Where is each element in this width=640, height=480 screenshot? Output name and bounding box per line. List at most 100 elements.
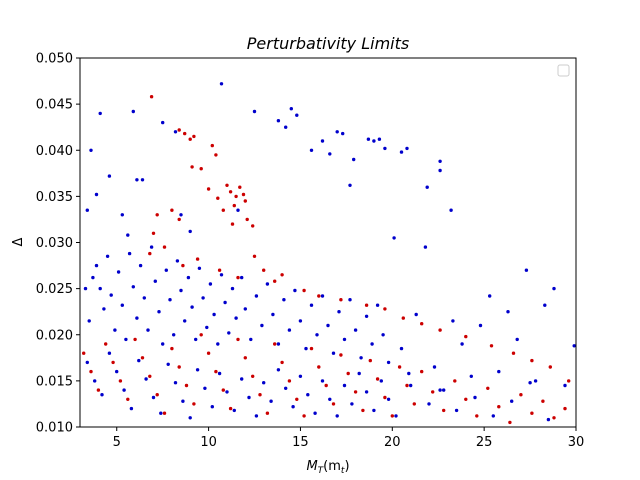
scatter-point <box>383 395 387 400</box>
scatter-point <box>341 131 345 136</box>
scatter-point <box>89 148 93 152</box>
scatter-point <box>82 351 86 355</box>
scatter-point <box>161 120 165 125</box>
scatter-point <box>353 390 358 394</box>
scatter-point <box>405 146 409 151</box>
scatter-point <box>515 337 519 342</box>
legend-box <box>557 64 570 77</box>
scatter-point <box>331 351 336 355</box>
x-axis-ticks: 5 10 15 20 25 30 <box>113 427 584 450</box>
scatter-point <box>401 316 405 320</box>
scatter-point <box>221 388 225 392</box>
scatter-point <box>151 231 156 235</box>
scatter-point <box>348 183 352 187</box>
scatter-point <box>335 130 339 134</box>
scatter-point <box>258 393 262 397</box>
scatter-point <box>225 183 229 187</box>
scatter-point <box>381 333 385 337</box>
scatter-point <box>140 356 145 360</box>
scatter-point <box>364 303 369 307</box>
scatter-point <box>546 417 551 422</box>
scatter-point <box>166 362 170 366</box>
scatter-point <box>254 414 259 418</box>
scatter-point <box>280 360 284 365</box>
scatter-point <box>85 360 90 365</box>
scatter-point <box>543 303 547 307</box>
x-tick-label: 5 <box>113 435 121 450</box>
scatter-point <box>414 312 418 317</box>
scatter-point <box>206 187 211 191</box>
scatter-point <box>530 411 534 415</box>
scatter-point <box>397 365 402 369</box>
scatter-point <box>105 254 110 258</box>
scatter-point <box>214 153 218 157</box>
scatter-point <box>491 414 495 418</box>
scatter-point <box>188 416 192 420</box>
scatter-point <box>87 319 91 323</box>
scatter-point <box>100 393 104 397</box>
scatter-point <box>375 377 380 381</box>
chart-title: Perturbativity Limits <box>247 34 409 53</box>
scatter-point <box>295 113 299 117</box>
scatter-point <box>251 374 255 378</box>
scatter-point <box>228 190 233 194</box>
scatter-point <box>552 416 556 420</box>
x-tick-label: 15 <box>292 435 309 450</box>
scatter-point <box>122 388 126 392</box>
y-tick-label: 0.050 <box>36 52 73 67</box>
scatter-point <box>346 371 350 376</box>
scatter-point <box>192 402 196 406</box>
scatter-point <box>190 165 194 169</box>
y-axis-ticks: 0.010 0.015 0.020 0.025 0.030 0.035 0.040 0.045… <box>36 52 80 436</box>
scatter-point <box>194 337 198 342</box>
scatter-point <box>91 275 95 280</box>
scatter-point <box>164 268 168 272</box>
scatter-point <box>276 119 281 123</box>
scatter-point <box>260 323 264 328</box>
scatter-point <box>98 111 102 116</box>
scatter-point <box>232 203 236 208</box>
scatter-point <box>320 294 325 298</box>
scatter-point <box>252 109 257 114</box>
scatter-point <box>464 334 468 339</box>
scatter-point <box>368 358 372 363</box>
scatter-point <box>230 222 235 226</box>
scatter-point <box>232 408 236 413</box>
y-tick-label: 0.030 <box>36 236 73 251</box>
scatter-point <box>399 346 404 351</box>
scatter-point <box>282 298 286 302</box>
scatter-point <box>93 379 97 383</box>
scatter-point <box>243 356 247 360</box>
scatter-point <box>210 405 214 409</box>
scatter-point <box>302 414 306 418</box>
scatter-point <box>162 411 167 415</box>
scatter-point <box>533 379 538 383</box>
scatter-point <box>284 125 288 129</box>
scatter-point <box>221 208 225 212</box>
scatter-point <box>541 399 545 403</box>
scatter-point <box>142 296 146 300</box>
scatter-point <box>306 393 310 397</box>
scatter-point <box>205 325 209 330</box>
x-tick-label: 25 <box>476 435 493 450</box>
scatter-point <box>223 300 227 305</box>
scatter-point <box>247 395 251 400</box>
scatter-point <box>162 245 167 249</box>
scatter-point <box>188 137 192 141</box>
scatter-point <box>120 303 125 307</box>
y-tick-label: 0.010 <box>36 421 73 436</box>
scatter-point <box>148 374 152 378</box>
scatter-point <box>153 279 157 283</box>
scatter-point <box>528 381 532 385</box>
scatter-point <box>339 353 343 357</box>
scatter-point <box>85 208 90 212</box>
scatter-point <box>486 386 490 390</box>
scatter-point <box>353 328 358 332</box>
scatter-point <box>280 273 284 277</box>
scatter-point <box>155 213 159 217</box>
scatter-point <box>265 282 270 286</box>
scatter-point <box>243 199 247 203</box>
scatter-point <box>375 303 380 307</box>
scatter-point <box>273 279 277 283</box>
